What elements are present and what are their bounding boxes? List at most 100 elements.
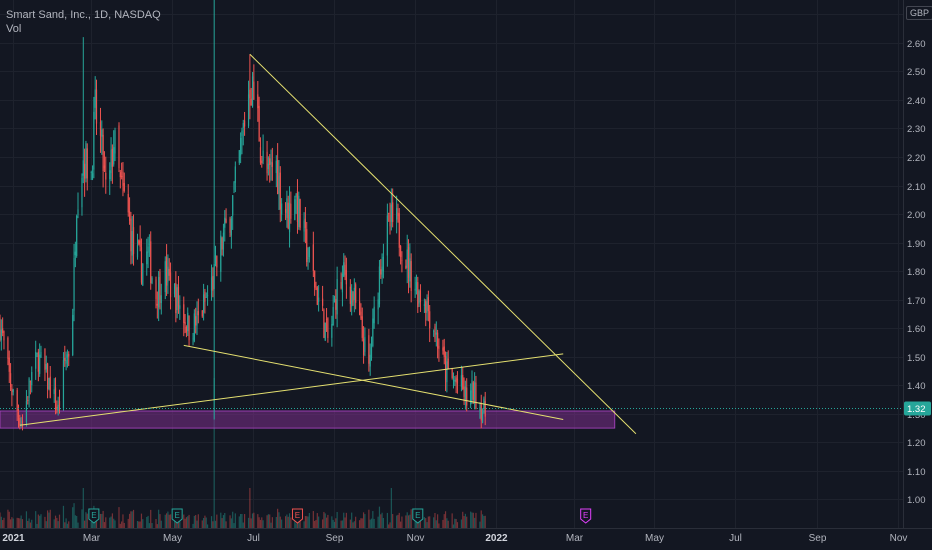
- currency-badge[interactable]: GBP: [906, 6, 932, 20]
- volume-bar: [427, 516, 429, 528]
- chart-grid: [0, 0, 903, 528]
- candle-body: [353, 287, 355, 301]
- volume-bar: [327, 514, 329, 528]
- candle-body: [176, 287, 178, 311]
- volume-bar: [136, 520, 139, 528]
- volume-bar: [360, 518, 362, 528]
- candle-body: [288, 202, 291, 233]
- volume-indicator-label[interactable]: Vol: [6, 23, 22, 35]
- candle-body: [36, 352, 38, 354]
- candle-body: [195, 316, 197, 326]
- volume-bar: [213, 378, 215, 528]
- candle-body: [249, 89, 251, 99]
- candle-body: [119, 172, 121, 178]
- volume-bar: [146, 517, 148, 528]
- earnings-badge-icon: [412, 508, 424, 524]
- candle-body: [0, 329, 2, 341]
- candle-body: [132, 227, 135, 254]
- trendlines[interactable]: [0, 53, 903, 435]
- candle-body: [318, 297, 320, 302]
- candle-body: [414, 288, 416, 291]
- volume-bar: [315, 519, 317, 528]
- volume-bar: [173, 520, 176, 528]
- candle-body: [25, 400, 28, 423]
- candle-body: [101, 129, 103, 137]
- volume-bar: [471, 512, 473, 528]
- volume-bar: [121, 521, 123, 528]
- earnings-marker[interactable]: E: [580, 508, 592, 524]
- candle-body: [443, 346, 445, 357]
- trendline[interactable]: [19, 353, 564, 426]
- volume-bar: [392, 514, 394, 528]
- candle-body: [475, 382, 477, 410]
- candle-body: [229, 218, 231, 233]
- candle-body: [242, 122, 244, 128]
- volume-bar: [481, 514, 484, 528]
- candle-body: [377, 299, 379, 310]
- candle-body: [351, 289, 353, 307]
- candle-body: [56, 406, 58, 410]
- candle-body: [446, 361, 448, 383]
- volume-bar: [480, 510, 482, 528]
- candle-body: [222, 232, 225, 250]
- candle-body: [415, 282, 418, 290]
- price-tick-label: 2.30: [907, 124, 926, 135]
- earnings-marker[interactable]: E: [88, 508, 100, 524]
- earnings-marker[interactable]: E: [412, 508, 424, 524]
- volume-bar: [229, 515, 231, 528]
- volume-bar: [184, 518, 186, 528]
- candle-body: [381, 266, 383, 278]
- price-tick-label: 2.40: [907, 96, 926, 107]
- candle-body: [193, 313, 195, 341]
- volume-bar: [323, 511, 325, 528]
- volume-bar: [113, 518, 115, 528]
- candle-body: [85, 143, 87, 179]
- volume-bar: [81, 509, 83, 528]
- candle-body: [20, 423, 22, 426]
- candle-body: [64, 357, 66, 361]
- candle-body: [295, 193, 297, 198]
- candle-body: [258, 105, 260, 142]
- time-axis[interactable]: 2021 Mar May Jul Sep Nov 2022 Mar May Jul Sep Nov: [0, 528, 932, 545]
- earnings-marker[interactable]: E: [291, 508, 303, 524]
- candle-body: [455, 377, 457, 383]
- volume-bar: [251, 513, 254, 528]
- candle-body: [167, 266, 169, 283]
- volume-bar: [250, 518, 252, 528]
- trendline[interactable]: [183, 344, 564, 421]
- volume-bar: [464, 513, 466, 528]
- candle-body: [201, 310, 203, 317]
- candle-body: [438, 345, 440, 349]
- volume-bar: [224, 513, 226, 528]
- support-zone-box[interactable]: [0, 410, 616, 429]
- candle-body: [271, 162, 273, 167]
- candle-body: [21, 421, 24, 424]
- candle-body: [177, 286, 180, 307]
- trendline[interactable]: [249, 53, 637, 435]
- volume-bar: [443, 514, 445, 528]
- volume-bar: [257, 514, 259, 528]
- volume-bar: [102, 510, 104, 528]
- candle-body: [340, 282, 342, 289]
- candle-body: [341, 273, 344, 293]
- volume-bar: [16, 517, 18, 528]
- price-axis[interactable]: 1.001.101.201.301.401.501.601.701.801.90…: [903, 0, 932, 550]
- volume-bar: [65, 518, 67, 528]
- volume-bar: [138, 521, 140, 528]
- earnings-marker[interactable]: E: [171, 508, 183, 524]
- candle-body: [266, 151, 268, 174]
- earnings-badge-icon: [580, 508, 592, 524]
- volume-bar: [243, 514, 246, 528]
- volume-bar: [240, 513, 242, 528]
- candle-body: [447, 358, 449, 369]
- volume-bar: [201, 520, 203, 528]
- volume-bar: [94, 518, 96, 528]
- earnings-label: E: [174, 511, 179, 520]
- volume-bar: [66, 523, 69, 528]
- candle-body: [364, 337, 366, 352]
- volume-bar: [451, 513, 453, 528]
- volume-bar: [438, 523, 440, 528]
- volume-bar: [295, 523, 297, 528]
